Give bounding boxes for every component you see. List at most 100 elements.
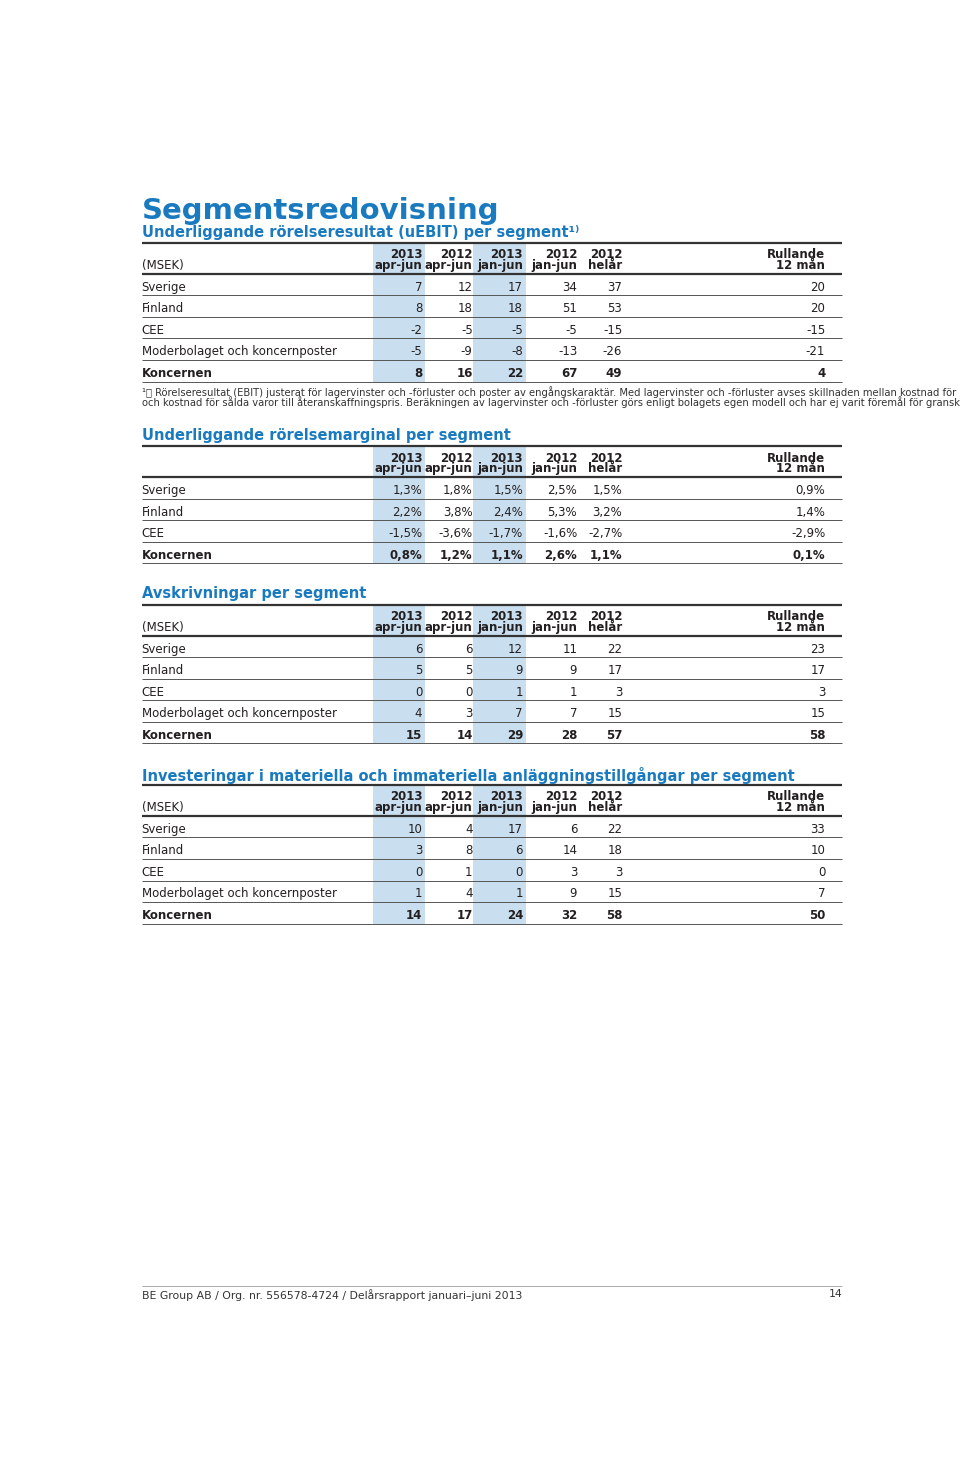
Text: 2012: 2012 (544, 791, 577, 803)
Text: 1,1%: 1,1% (491, 548, 523, 561)
Text: 14: 14 (563, 844, 577, 857)
Text: CEE: CEE (142, 527, 165, 541)
Text: 12 mån: 12 mån (777, 801, 826, 815)
Text: 0,9%: 0,9% (796, 485, 826, 496)
Text: 32: 32 (561, 909, 577, 922)
Bar (372, 881, 425, 901)
Bar (473, 859, 526, 881)
Text: -1,6%: -1,6% (543, 527, 577, 541)
Text: CEE: CEE (142, 686, 165, 698)
Text: 1: 1 (516, 686, 523, 698)
Text: 7: 7 (415, 281, 422, 293)
Text: (MSEK): (MSEK) (142, 801, 183, 815)
Text: Moderbolaget och koncernposter: Moderbolaget och koncernposter (142, 887, 337, 900)
Text: 12 mån: 12 mån (777, 259, 826, 273)
Bar (473, 838, 526, 859)
Text: 7: 7 (818, 887, 826, 900)
Text: 49: 49 (606, 367, 622, 380)
Text: 2012: 2012 (544, 610, 577, 623)
Text: helår: helår (588, 463, 622, 476)
Bar (372, 317, 425, 339)
Text: -1,5%: -1,5% (388, 527, 422, 541)
Text: 1,3%: 1,3% (393, 485, 422, 496)
Text: 17: 17 (508, 823, 523, 835)
Bar (372, 838, 425, 859)
Text: 2012: 2012 (544, 452, 577, 464)
Text: 16: 16 (456, 367, 472, 380)
Bar (372, 359, 425, 382)
Text: jan-jun: jan-jun (477, 801, 523, 815)
Text: 15: 15 (608, 707, 622, 720)
Text: 2013: 2013 (491, 452, 523, 464)
Text: apr-jun: apr-jun (374, 463, 422, 476)
Text: 8: 8 (415, 302, 422, 315)
Text: 6: 6 (516, 844, 523, 857)
Text: 53: 53 (608, 302, 622, 315)
Text: Rullande: Rullande (767, 791, 826, 803)
Text: apr-jun: apr-jun (374, 801, 422, 815)
Text: Sverige: Sverige (142, 281, 186, 293)
Text: 28: 28 (561, 729, 577, 742)
Text: 2012: 2012 (589, 610, 622, 623)
Text: 2,2%: 2,2% (393, 505, 422, 518)
Text: 6: 6 (415, 642, 422, 655)
Text: Koncernen: Koncernen (142, 367, 212, 380)
Text: 22: 22 (608, 823, 622, 835)
Text: -15: -15 (806, 324, 826, 337)
Bar (372, 274, 425, 296)
Text: 15: 15 (810, 707, 826, 720)
Text: 8: 8 (414, 367, 422, 380)
Text: Finland: Finland (142, 302, 184, 315)
Bar (473, 785, 526, 816)
Text: 10: 10 (407, 823, 422, 835)
Text: 2012: 2012 (589, 249, 622, 261)
Text: -5: -5 (512, 324, 523, 337)
Text: -1,7%: -1,7% (489, 527, 523, 541)
Text: 2012: 2012 (544, 249, 577, 261)
Text: Sverige: Sverige (142, 485, 186, 496)
Text: jan-jun: jan-jun (532, 259, 577, 273)
Text: 2,4%: 2,4% (493, 505, 523, 518)
Text: 22: 22 (608, 642, 622, 655)
Text: 1: 1 (569, 686, 577, 698)
Text: apr-jun: apr-jun (425, 622, 472, 633)
Text: -5: -5 (565, 324, 577, 337)
Text: 9: 9 (516, 664, 523, 678)
Bar (372, 785, 425, 816)
Text: Underliggande rörelseresultat (uEBIT) per segment¹⁾: Underliggande rörelseresultat (uEBIT) pe… (142, 224, 579, 240)
Bar (473, 499, 526, 520)
Text: -15: -15 (603, 324, 622, 337)
Text: 15: 15 (608, 887, 622, 900)
Text: 17: 17 (608, 664, 622, 678)
Bar (473, 901, 526, 924)
Text: 12: 12 (508, 642, 523, 655)
Text: 1,8%: 1,8% (443, 485, 472, 496)
Bar (473, 605, 526, 636)
Text: 34: 34 (563, 281, 577, 293)
Text: 7: 7 (516, 707, 523, 720)
Text: -5: -5 (411, 345, 422, 358)
Bar (473, 542, 526, 563)
Text: 0,8%: 0,8% (390, 548, 422, 561)
Bar (372, 657, 425, 679)
Text: jan-jun: jan-jun (532, 463, 577, 476)
Text: Moderbolaget och koncernposter: Moderbolaget och koncernposter (142, 707, 337, 720)
Text: 2012: 2012 (440, 452, 472, 464)
Bar (473, 296, 526, 317)
Text: Segmentsredovisning: Segmentsredovisning (142, 197, 499, 225)
Bar (473, 243, 526, 274)
Text: 14: 14 (406, 909, 422, 922)
Text: Underliggande rörelsemarginal per segment: Underliggande rörelsemarginal per segmen… (142, 427, 511, 443)
Bar (473, 700, 526, 722)
Text: apr-jun: apr-jun (374, 259, 422, 273)
Text: 29: 29 (507, 729, 523, 742)
Text: 14: 14 (456, 729, 472, 742)
Text: 2013: 2013 (491, 610, 523, 623)
Text: jan-jun: jan-jun (477, 259, 523, 273)
Text: (MSEK): (MSEK) (142, 622, 183, 633)
Bar (473, 477, 526, 499)
Bar (372, 542, 425, 563)
Text: 20: 20 (810, 281, 826, 293)
Bar (473, 317, 526, 339)
Bar (372, 296, 425, 317)
